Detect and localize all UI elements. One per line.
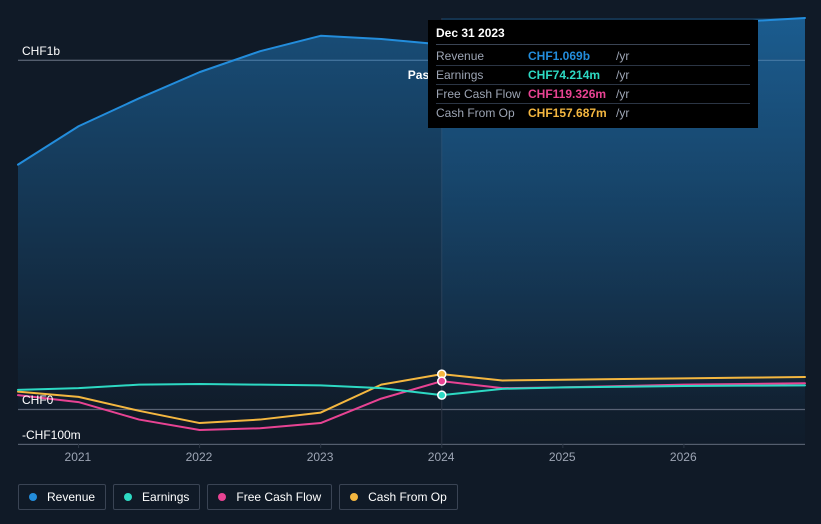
legend-item-cfo[interactable]: Cash From Op bbox=[339, 484, 458, 510]
legend-item-label: Cash From Op bbox=[368, 490, 447, 504]
y-axis-label: -CHF100m bbox=[22, 428, 81, 442]
x-axis-tick: 2024 bbox=[428, 450, 455, 464]
legend-item-label: Revenue bbox=[47, 490, 95, 504]
y-axis-label: CHF0 bbox=[22, 393, 53, 407]
tooltip-row-unit: /yr bbox=[612, 87, 629, 101]
tooltip-row-label: Earnings bbox=[436, 68, 528, 82]
legend-dot-icon bbox=[124, 493, 132, 501]
legend-item-label: Free Cash Flow bbox=[236, 490, 321, 504]
legend-item-label: Earnings bbox=[142, 490, 189, 504]
earnings-revenue-chart: { "chart": { "type": "line-area", "backg… bbox=[0, 0, 821, 524]
chart-tooltip: Dec 31 2023 Revenue CHF1.069b /yr Earnin… bbox=[428, 20, 758, 128]
x-axis-tick: 2021 bbox=[65, 450, 92, 464]
tooltip-row-revenue: Revenue CHF1.069b /yr bbox=[436, 47, 750, 66]
tooltip-row-value: CHF119.326m bbox=[528, 87, 612, 101]
x-axis-tick: 2023 bbox=[307, 450, 334, 464]
chart-legend: Revenue Earnings Free Cash Flow Cash Fro… bbox=[18, 484, 458, 510]
tooltip-row-earnings: Earnings CHF74.214m /yr bbox=[436, 66, 750, 85]
tooltip-row-unit: /yr bbox=[612, 106, 629, 120]
tooltip-row-label: Cash From Op bbox=[436, 106, 528, 120]
tooltip-row-label: Revenue bbox=[436, 49, 528, 63]
legend-item-fcf[interactable]: Free Cash Flow bbox=[207, 484, 332, 510]
tooltip-row-label: Free Cash Flow bbox=[436, 87, 528, 101]
tooltip-date: Dec 31 2023 bbox=[436, 26, 750, 45]
tooltip-row-value: CHF1.069b bbox=[528, 49, 612, 63]
legend-dot-icon bbox=[350, 493, 358, 501]
y-axis-label: CHF1b bbox=[22, 44, 60, 58]
tooltip-row-fcf: Free Cash Flow CHF119.326m /yr bbox=[436, 85, 750, 104]
tooltip-row-cfo: Cash From Op CHF157.687m /yr bbox=[436, 104, 750, 122]
x-axis-tick: 2025 bbox=[549, 450, 576, 464]
legend-dot-icon bbox=[218, 493, 226, 501]
legend-dot-icon bbox=[29, 493, 37, 501]
legend-item-revenue[interactable]: Revenue bbox=[18, 484, 106, 510]
legend-item-earnings[interactable]: Earnings bbox=[113, 484, 200, 510]
x-axis-tick: 2026 bbox=[670, 450, 697, 464]
x-axis-tick: 2022 bbox=[186, 450, 213, 464]
tooltip-row-value: CHF157.687m bbox=[528, 106, 612, 120]
tooltip-row-unit: /yr bbox=[612, 49, 629, 63]
tooltip-row-value: CHF74.214m bbox=[528, 68, 612, 82]
tooltip-row-unit: /yr bbox=[612, 68, 629, 82]
